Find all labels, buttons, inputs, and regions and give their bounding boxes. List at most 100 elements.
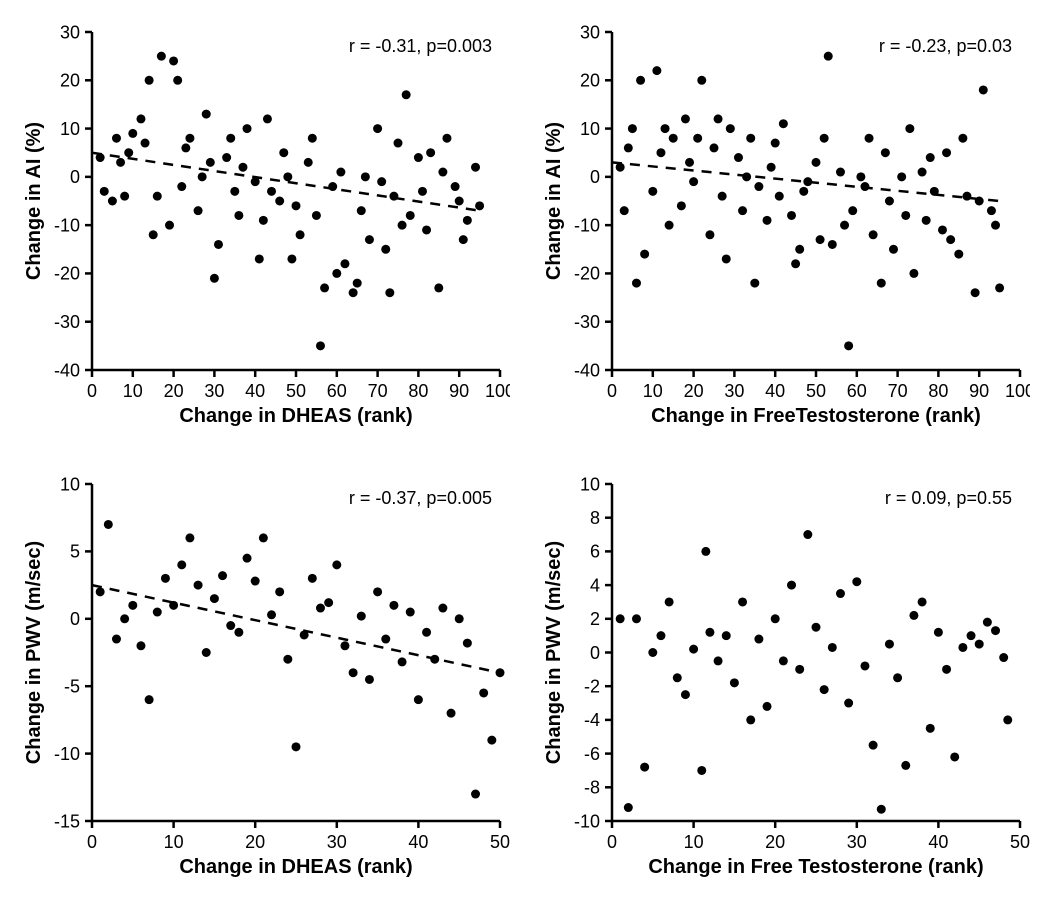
- data-point: [624, 803, 633, 812]
- data-point: [275, 587, 284, 596]
- data-point: [681, 690, 690, 699]
- data-point: [799, 187, 808, 196]
- data-point: [775, 192, 784, 201]
- y-tick-label: 10: [580, 119, 600, 139]
- y-tick-label: -5: [64, 677, 80, 697]
- y-tick-label: -20: [574, 264, 600, 284]
- x-tick-label: 40: [408, 832, 428, 852]
- data-point: [620, 206, 629, 215]
- data-point: [283, 172, 292, 181]
- data-point: [169, 56, 178, 65]
- trend-line: [92, 153, 480, 211]
- panel-bottom-right: 01020304050-10-8-6-4-20246810Change in F…: [540, 472, 1030, 883]
- data-point: [251, 577, 260, 586]
- data-point: [848, 206, 857, 215]
- data-point: [210, 274, 219, 283]
- data-point: [340, 641, 349, 650]
- data-point: [145, 695, 154, 704]
- data-point: [471, 790, 480, 799]
- data-point: [714, 656, 723, 665]
- data-point: [185, 134, 194, 143]
- x-tick-label: 30: [204, 381, 224, 401]
- data-point: [942, 665, 951, 674]
- data-point: [656, 148, 665, 157]
- data-point: [332, 269, 341, 278]
- data-point: [632, 614, 641, 623]
- data-point: [455, 614, 464, 623]
- correlation-stat: r = -0.31, p=0.003: [349, 36, 492, 56]
- data-point: [238, 163, 247, 172]
- data-point: [877, 805, 886, 814]
- data-point: [979, 85, 988, 94]
- x-tick-label: 60: [327, 381, 347, 401]
- x-tick-label: 0: [607, 832, 617, 852]
- y-tick-label: -4: [584, 710, 600, 730]
- data-point: [153, 608, 162, 617]
- data-point: [243, 124, 252, 133]
- data-point: [451, 182, 460, 191]
- y-axis-title: Change in AI (%): [23, 122, 45, 280]
- data-point: [357, 206, 366, 215]
- data-point: [795, 665, 804, 674]
- x-tick-label: 40: [765, 381, 785, 401]
- x-tick-label: 0: [87, 832, 97, 852]
- data-point: [414, 695, 423, 704]
- data-point: [255, 254, 264, 263]
- data-point: [112, 134, 121, 143]
- data-point: [934, 628, 943, 637]
- data-point: [962, 192, 971, 201]
- data-point: [795, 245, 804, 254]
- scatter-plot: 01020304050-15-10-50510Change in DHEAS (…: [20, 472, 510, 883]
- y-tick-label: 10: [60, 474, 80, 494]
- data-point: [447, 709, 456, 718]
- x-tick-label: 50: [286, 381, 306, 401]
- data-point: [267, 187, 276, 196]
- data-point: [402, 90, 411, 99]
- data-point: [438, 168, 447, 177]
- data-point: [381, 635, 390, 644]
- y-tick-label: 30: [60, 22, 80, 42]
- data-point: [869, 230, 878, 239]
- x-tick-label: 50: [490, 832, 510, 852]
- data-point: [136, 114, 145, 123]
- data-point: [226, 621, 235, 630]
- data-point: [214, 240, 223, 249]
- y-tick-label: 8: [590, 508, 600, 528]
- data-point: [312, 211, 321, 220]
- data-point: [165, 221, 174, 230]
- data-point: [234, 628, 243, 637]
- y-tick-label: 6: [590, 542, 600, 562]
- scatter-plot: 0102030405060708090100-40-30-20-10010203…: [540, 20, 1030, 432]
- data-point: [975, 640, 984, 649]
- data-point: [422, 225, 431, 234]
- data-point: [181, 143, 190, 152]
- data-point: [308, 574, 317, 583]
- y-tick-label: -40: [574, 360, 600, 380]
- y-tick-label: 20: [580, 71, 600, 91]
- data-point: [230, 187, 239, 196]
- data-point: [779, 656, 788, 665]
- data-point: [877, 279, 886, 288]
- data-point: [922, 216, 931, 225]
- data-point: [860, 661, 869, 670]
- data-point: [771, 139, 780, 148]
- data-point: [292, 201, 301, 210]
- data-point: [844, 341, 853, 350]
- data-point: [648, 648, 657, 657]
- data-point: [243, 554, 252, 563]
- data-point: [353, 279, 362, 288]
- data-point: [406, 211, 415, 220]
- data-point: [177, 560, 186, 569]
- data-point: [128, 601, 137, 610]
- panel-bottom-left: 01020304050-15-10-50510Change in DHEAS (…: [20, 472, 510, 883]
- data-point: [479, 688, 488, 697]
- data-point: [954, 250, 963, 259]
- data-point: [292, 742, 301, 751]
- data-point: [836, 168, 845, 177]
- data-point: [349, 668, 358, 677]
- panel-top-right: 0102030405060708090100-40-30-20-10010203…: [540, 20, 1030, 432]
- data-point: [234, 211, 243, 220]
- data-point: [251, 177, 260, 186]
- data-point: [991, 626, 1000, 635]
- data-point: [275, 197, 284, 206]
